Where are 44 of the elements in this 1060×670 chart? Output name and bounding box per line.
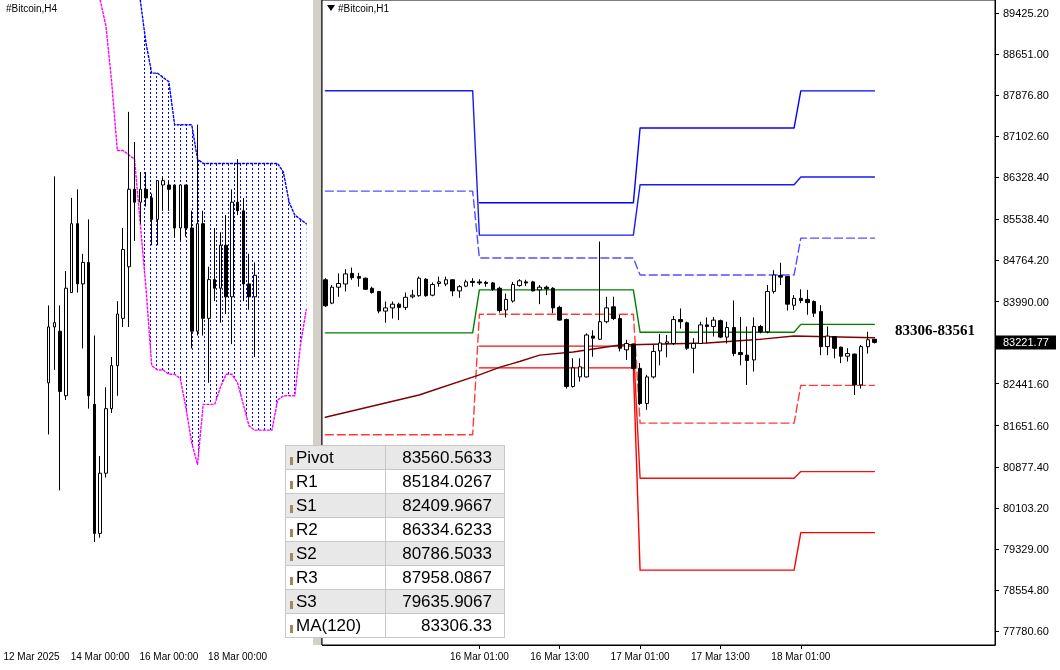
annotation: 85184.0267	[401, 471, 493, 493]
annotation: 82409.9667	[401, 495, 493, 517]
y-tick-label: 87102.60	[1003, 130, 1049, 143]
annotation: 87958.0867	[401, 567, 493, 589]
y-tick-label: 79329.00	[1003, 542, 1049, 555]
x-tick-label: 18 Mar 01:00	[771, 650, 831, 662]
y-tick-label: 80877.40	[1003, 460, 1049, 473]
y-tick-label: 82441.60	[1003, 377, 1049, 390]
text: 83221.77	[1003, 336, 1049, 349]
y-tick-label: 89425.20	[1003, 7, 1049, 19]
y-tick-label: 78554.80	[1003, 584, 1049, 597]
y-tick-label: 87876.80	[1003, 89, 1049, 102]
x-tick-label: 16 Mar 00:00	[139, 650, 199, 662]
text: S2	[296, 543, 317, 564]
chart-title: #Bitcoin,H1	[338, 2, 390, 14]
y-tick-label: 85538.40	[1003, 213, 1049, 226]
y-tick-label: 86328.40	[1003, 171, 1049, 184]
y-tick-label: 77780.60	[1003, 625, 1049, 638]
x-tick-label: 17 Mar 13:00	[690, 650, 751, 662]
annotation: 80786.5033	[401, 543, 493, 565]
y-tick-label: 80103.20	[1003, 501, 1049, 514]
y-tick-label: 83990.00	[1003, 295, 1049, 308]
x-tick-label: 16 Mar 01:00	[449, 650, 510, 662]
annotation: R1	[296, 471, 318, 492]
text: R3	[296, 567, 318, 588]
x-tick-label: 16 Mar 13:00	[530, 650, 590, 662]
text: S3	[296, 591, 317, 612]
y-tick-label: 81651.60	[1003, 419, 1049, 432]
annotation: 83560.5633	[401, 447, 493, 469]
annotation: S1	[296, 495, 317, 516]
annotation: 79635.9067	[401, 591, 493, 613]
y-tick-label: 84764.20	[1003, 254, 1049, 267]
y-tick-label: 88651.00	[1003, 48, 1049, 61]
annotation: MA(120)	[296, 615, 362, 636]
x-tick-label: 18 Mar 00:00	[208, 650, 268, 662]
annotation: 83306-83561	[895, 322, 975, 338]
annotation: R2	[296, 519, 318, 540]
x-tick-label: 12 Mar 2025	[3, 650, 60, 662]
x-tick-label: 14 Mar 00:00	[70, 650, 131, 662]
chart-title: #Bitcoin,H4	[6, 2, 58, 14]
annotation: 83306.33	[420, 615, 493, 637]
annotation: 86334.6233	[401, 519, 493, 541]
annotation: Pivot	[296, 447, 334, 468]
x-tick-label: 17 Mar 01:00	[610, 650, 670, 662]
